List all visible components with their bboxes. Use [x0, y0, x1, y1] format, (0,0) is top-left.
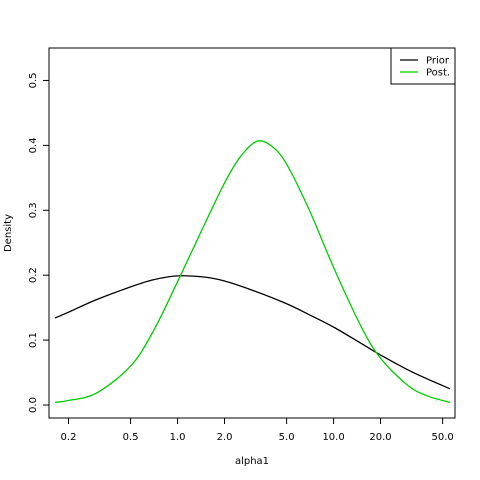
legend-box [390, 47, 456, 85]
y-axis: 0.0 0.1 0.2 0.3 0.4 0.5 [28, 73, 49, 413]
x-axis-label: alpha1 [235, 456, 269, 467]
y-tick-label: 0.0 [28, 397, 39, 413]
legend-entry: Post. [426, 68, 450, 79]
x-tick-label: 5.0 [279, 432, 295, 443]
y-tick-label: 0.2 [28, 267, 39, 283]
legend-entry: Prior [426, 56, 450, 67]
y-tick-label: 0.4 [28, 137, 39, 153]
x-tick-label: 20.0 [369, 432, 391, 443]
series-layer [54, 140, 451, 404]
x-axis: 0.2 0.5 1.0 2.0 5.0 10.0 20.0 50.0 [61, 418, 454, 443]
x-tick-label: 10.0 [322, 432, 344, 443]
y-tick-label: 0.3 [28, 202, 39, 218]
y-tick-label: 0.1 [28, 332, 39, 348]
series-line-post [54, 140, 451, 404]
y-axis-label: Density [3, 214, 14, 252]
y-tick-label: 0.5 [28, 73, 39, 89]
series-line-prior [54, 275, 451, 390]
x-tick-label: 1.0 [170, 432, 186, 443]
x-tick-label: 0.5 [123, 432, 139, 443]
plot-frame [48, 47, 456, 419]
x-tick-label: 0.2 [61, 432, 77, 443]
x-tick-label: 2.0 [217, 432, 233, 443]
x-tick-label: 50.0 [432, 432, 454, 443]
